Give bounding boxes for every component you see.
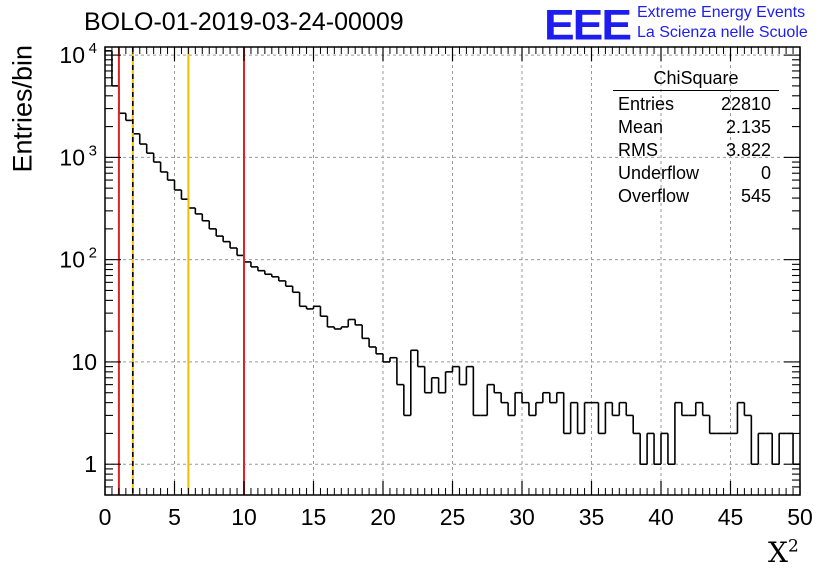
- y-tick-label: 10: [59, 42, 85, 68]
- x-tick-label: 5: [168, 504, 181, 530]
- y-tick-label: 10: [59, 144, 85, 170]
- stats-row-underflow: Underflow 0: [618, 163, 771, 183]
- y-tick-exponent: 4: [89, 40, 97, 57]
- stats-divider: [613, 90, 779, 91]
- y-tick-label: 1: [84, 451, 97, 477]
- stats-row-rms: RMS 3.822: [618, 140, 771, 160]
- stats-row-overflow: Overflow 545: [618, 186, 771, 206]
- y-tick-exponent: 3: [89, 142, 97, 159]
- eee-logo: EEE: [544, 1, 632, 49]
- x-axis-label: X2: [768, 536, 799, 569]
- x-tick-label: 50: [787, 504, 813, 530]
- stats-row-mean: Mean 2.135: [618, 117, 771, 137]
- y-axis-label: Entries/bin: [7, 44, 38, 173]
- x-tick-label: 35: [579, 504, 605, 530]
- logo-line-2: La Scienza nelle Scuole: [637, 24, 808, 41]
- stats-name: ChiSquare: [653, 68, 739, 88]
- x-tick-label: 25: [440, 504, 466, 530]
- y-tick-exponent: 2: [89, 245, 97, 262]
- stats-box: ChiSquare Entries 22810 Mean 2.135 RMS 3.82…: [613, 66, 779, 208]
- logo-line-1: Extreme Energy Events: [637, 4, 806, 21]
- y-tick-label: 10: [59, 247, 85, 273]
- x-tick-label: 10: [231, 504, 257, 530]
- y-tick-label: 10: [71, 349, 97, 375]
- stats-row-entries: Entries 22810: [618, 94, 771, 114]
- x-tick-label: 0: [99, 504, 112, 530]
- chart-title: BOLO-01-2019-03-24-00009: [84, 8, 404, 36]
- x-tick-label: 45: [718, 504, 744, 530]
- x-tick-label: 15: [301, 504, 327, 530]
- x-tick-label: 40: [648, 504, 674, 530]
- x-tick-label: 20: [370, 504, 396, 530]
- x-tick-label: 30: [509, 504, 535, 530]
